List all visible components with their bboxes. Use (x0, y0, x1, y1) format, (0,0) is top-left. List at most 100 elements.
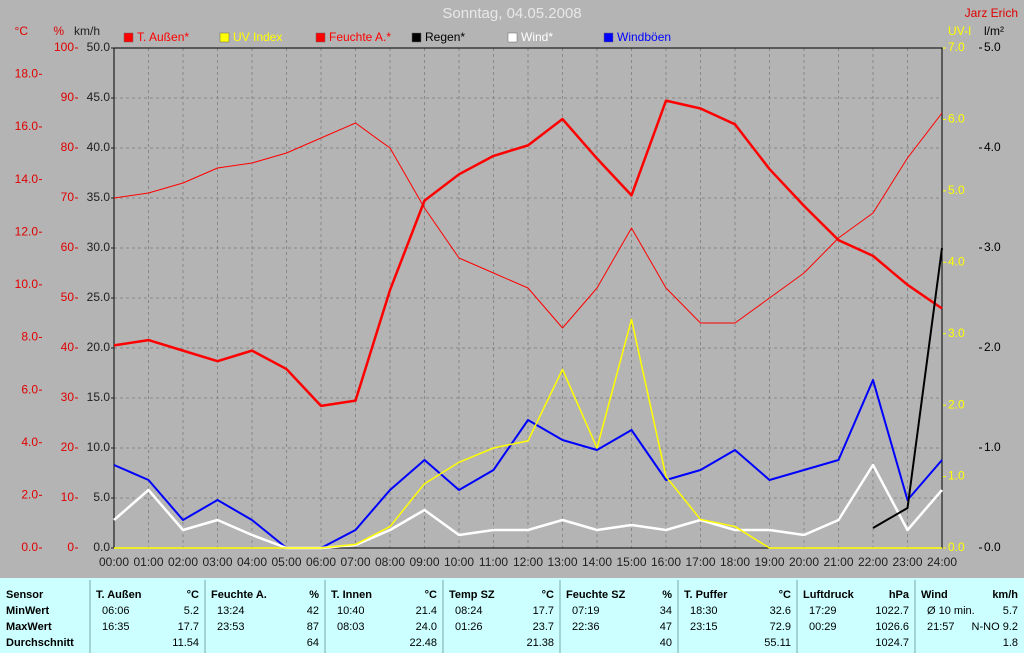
y-tick-label: 25.0 (87, 290, 111, 304)
table-cell: 10:40 (337, 605, 365, 617)
table-cell: km/h (992, 589, 1018, 601)
axis-unit-label: °C (15, 24, 29, 38)
y-tick-label: 5.0 (984, 40, 1001, 54)
table-cell: 55.11 (764, 637, 791, 649)
table-cell: 5.2 (184, 605, 199, 617)
table-cell: 64 (307, 637, 319, 649)
y-tick-label: 10.0 (15, 277, 39, 291)
summary-table: Sensor MinWert MaxWert Durchschnitt T. Außen… (6, 580, 1018, 653)
y-tick-label: 2.0 (21, 488, 38, 502)
y-tick-label: 7.0 (948, 40, 965, 54)
y-tick-label: 15.0 (87, 390, 111, 404)
x-tick-label: 19:00 (754, 555, 784, 569)
table-cell: °C (542, 589, 554, 601)
series-line (113, 379, 943, 549)
table-cell: 17:29 (809, 605, 837, 617)
y-tick-label: 60 (61, 240, 75, 254)
y-tick-label: 0.0 (93, 540, 110, 554)
legend-swatch (315, 32, 326, 43)
table-cell: 08:24 (455, 605, 483, 617)
table-cell: 06:06 (102, 605, 130, 617)
legend-swatch (507, 32, 518, 43)
y-tick-label: 30.0 (87, 240, 111, 254)
x-tick-label: 16:00 (651, 555, 681, 569)
table-cell: Luftdruck (803, 589, 855, 601)
table-cell: 18:30 (690, 605, 718, 617)
table-cell: 1.8 (1003, 637, 1018, 649)
x-tick-label: 15:00 (616, 555, 646, 569)
x-tick-label: 23:00 (892, 555, 922, 569)
y-tick-label: 5.0 (93, 490, 110, 504)
x-tick-label: 14:00 (582, 555, 612, 569)
y-tick-label: 40.0 (87, 140, 111, 154)
y-tick-label: 0.0 (21, 540, 38, 554)
table-cell: 42 (307, 605, 319, 617)
table-cell: 16:35 (102, 621, 130, 633)
x-tick-label: 13:00 (547, 555, 577, 569)
table-cell: 32.6 (770, 605, 791, 617)
y-tick-label: 3.0 (948, 326, 965, 340)
axis-unit-label: UV-I (948, 24, 971, 38)
row-label: MaxWert (6, 621, 52, 633)
chart-title: Sonntag, 04.05.2008 (442, 5, 581, 22)
legend-label: Regen* (425, 30, 465, 44)
table-cell: 1026.6 (875, 621, 909, 633)
table-cell: 34 (660, 605, 672, 617)
table-cell: 01:26 (455, 621, 483, 633)
y-tick-label: 4.0 (984, 140, 1001, 154)
x-tick-label: 07:00 (340, 555, 370, 569)
table-cell: 23:53 (217, 621, 245, 633)
legend-label: UV Index (233, 30, 282, 44)
y-tick-label: 10.0 (87, 440, 111, 454)
y-tick-label: 4.0 (948, 254, 965, 268)
table-cell: 07:19 (572, 605, 600, 617)
x-tick-label: 04:00 (237, 555, 267, 569)
x-tick-label: 18:00 (720, 555, 750, 569)
table-cell: Ø 10 min. (927, 605, 975, 617)
table-cell: Temp SZ (449, 589, 495, 601)
y-tick-label: 4.0 (21, 435, 38, 449)
table-cell: °C (425, 589, 437, 601)
y-tick-label: 20 (61, 440, 75, 454)
table-cell: 21.38 (526, 637, 554, 649)
x-tick-label: 12:00 (513, 555, 543, 569)
y-tick-label: 16.0 (15, 119, 39, 133)
series-line (113, 112, 943, 329)
table-cell: % (309, 589, 319, 601)
x-tick-label: 05:00 (271, 555, 301, 569)
table-cell: N-NO 9.2 (972, 621, 1018, 633)
legend-swatch (123, 32, 134, 43)
legend-label: Windböen (617, 30, 671, 44)
table-cell: 40 (660, 637, 672, 649)
row-label: Durchschnitt (6, 637, 74, 649)
legend-swatch (603, 32, 614, 43)
legend-label: T. Außen* (137, 30, 189, 44)
y-tick-label: 14.0 (15, 172, 39, 186)
x-tick-label: 00:00 (99, 555, 129, 569)
table-cell: 1022.7 (875, 605, 909, 617)
table-cell: T. Innen (331, 589, 372, 601)
y-tick-label: 18.0 (15, 66, 39, 80)
x-tick-label: 17:00 (685, 555, 715, 569)
table-cell: Wind (921, 589, 948, 601)
x-tick-label: 10:00 (444, 555, 474, 569)
y-tick-label: 5.0 (948, 183, 965, 197)
table-cell: 13:24 (217, 605, 245, 617)
y-tick-label: 20.0 (87, 340, 111, 354)
table-cell: 1024.7 (875, 637, 909, 649)
table-cell: 21.4 (416, 605, 437, 617)
table-cell: 87 (307, 621, 319, 633)
x-tick-label: 02:00 (168, 555, 198, 569)
axis-unit-label: l/m² (984, 24, 1004, 38)
x-tick-label: 21:00 (823, 555, 853, 569)
table-cell: 24.0 (416, 621, 437, 633)
table-cell: 47 (660, 621, 672, 633)
series-line (113, 99, 943, 408)
y-tick-label: 45.0 (87, 90, 111, 104)
y-tick-label: 100 (54, 40, 74, 54)
table-cell: 22.48 (409, 637, 437, 649)
table-cell: T. Außen (96, 589, 142, 601)
series-line (114, 318, 942, 549)
series-line (113, 463, 943, 550)
